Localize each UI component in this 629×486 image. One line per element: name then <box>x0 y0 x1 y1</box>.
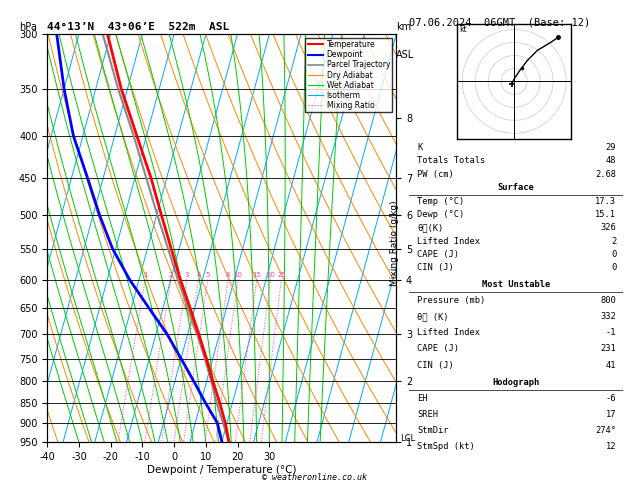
Text: 10: 10 <box>233 272 243 278</box>
Text: 41: 41 <box>606 361 616 370</box>
Text: PW (cm): PW (cm) <box>418 170 454 179</box>
Text: 5: 5 <box>206 272 210 278</box>
Text: hPa: hPa <box>19 22 37 32</box>
Text: Most Unstable: Most Unstable <box>482 279 550 289</box>
Text: 2: 2 <box>169 272 173 278</box>
Text: 274°: 274° <box>595 426 616 435</box>
Text: 20: 20 <box>266 272 275 278</box>
Legend: Temperature, Dewpoint, Parcel Trajectory, Dry Adiabat, Wet Adiabat, Isotherm, Mi: Temperature, Dewpoint, Parcel Trajectory… <box>305 38 392 112</box>
Text: Dewp (°C): Dewp (°C) <box>418 210 465 219</box>
Text: 2.68: 2.68 <box>595 170 616 179</box>
Text: CAPE (J): CAPE (J) <box>418 345 459 353</box>
Text: 0: 0 <box>611 250 616 259</box>
Text: 2: 2 <box>611 237 616 246</box>
Text: Totals Totals: Totals Totals <box>418 156 486 165</box>
Text: Hodograph: Hodograph <box>492 378 540 387</box>
Text: 0: 0 <box>611 263 616 273</box>
Text: 1: 1 <box>143 272 147 278</box>
Text: 15: 15 <box>252 272 261 278</box>
Text: K: K <box>418 143 423 152</box>
Text: SREH: SREH <box>418 410 438 419</box>
Text: 12: 12 <box>606 442 616 451</box>
Text: θᴇ (K): θᴇ (K) <box>418 312 449 321</box>
Text: 326: 326 <box>601 224 616 232</box>
Text: Lifted Index: Lifted Index <box>418 328 481 337</box>
Text: CIN (J): CIN (J) <box>418 361 454 370</box>
Text: 8: 8 <box>226 272 230 278</box>
Text: km: km <box>396 22 411 32</box>
Text: 17.3: 17.3 <box>595 197 616 206</box>
Text: Temp (°C): Temp (°C) <box>418 197 465 206</box>
Text: LCL: LCL <box>401 434 416 443</box>
Text: 15.1: 15.1 <box>595 210 616 219</box>
Text: 44°13’N  43°06’E  522m  ASL: 44°13’N 43°06’E 522m ASL <box>47 22 230 32</box>
Text: -1: -1 <box>606 328 616 337</box>
Text: -6: -6 <box>606 394 616 403</box>
Text: StmSpd (kt): StmSpd (kt) <box>418 442 475 451</box>
Text: 800: 800 <box>601 296 616 305</box>
Text: StmDir: StmDir <box>418 426 449 435</box>
Text: 332: 332 <box>601 312 616 321</box>
Text: Surface: Surface <box>498 183 534 192</box>
Text: © weatheronline.co.uk: © weatheronline.co.uk <box>262 473 367 482</box>
Text: 48: 48 <box>606 156 616 165</box>
Text: 231: 231 <box>601 345 616 353</box>
Text: kt: kt <box>460 25 467 34</box>
Text: 07.06.2024  06GMT  (Base: 12): 07.06.2024 06GMT (Base: 12) <box>409 17 590 27</box>
Text: 4: 4 <box>196 272 201 278</box>
Text: 3: 3 <box>184 272 189 278</box>
Text: θᴇ(K): θᴇ(K) <box>418 224 443 232</box>
Text: Mixing Ratio (g/kg): Mixing Ratio (g/kg) <box>391 200 399 286</box>
Text: CAPE (J): CAPE (J) <box>418 250 459 259</box>
Text: 25: 25 <box>277 272 286 278</box>
Text: CIN (J): CIN (J) <box>418 263 454 273</box>
Text: ASL: ASL <box>396 51 415 60</box>
Text: EH: EH <box>418 394 428 403</box>
X-axis label: Dewpoint / Temperature (°C): Dewpoint / Temperature (°C) <box>147 465 296 475</box>
Text: Lifted Index: Lifted Index <box>418 237 481 246</box>
Text: Pressure (mb): Pressure (mb) <box>418 296 486 305</box>
Text: 17: 17 <box>606 410 616 419</box>
Text: 29: 29 <box>606 143 616 152</box>
